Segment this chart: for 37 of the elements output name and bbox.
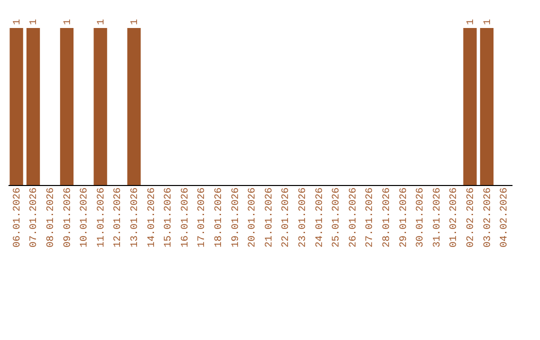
data-label: 1 (62, 18, 74, 25)
x-tick-label: 10.01.2026 (80, 188, 91, 248)
x-tick-label: 20.01.2026 (248, 188, 259, 248)
x-tick-label: 17.01.2026 (197, 188, 208, 248)
x-tick-label: 09.01.2026 (62, 188, 74, 248)
data-label: 1 (466, 18, 477, 25)
x-tick-label: 16.01.2026 (180, 188, 192, 248)
x-tick-label: 06.01.2026 (12, 188, 24, 248)
data-label: 1 (482, 18, 494, 25)
x-tick-label: 29.01.2026 (398, 188, 410, 248)
x-tick-label: 22.01.2026 (281, 188, 292, 248)
x-tick-label: 26.01.2026 (348, 188, 360, 248)
x-tick-label: 11.01.2026 (96, 188, 108, 248)
data-label: 1 (29, 18, 40, 25)
x-tick-label: 15.01.2026 (164, 188, 175, 248)
x-tick-label: 08.01.2026 (46, 188, 57, 248)
x-tick-label: 13.01.2026 (130, 188, 141, 248)
x-tick-label: 04.02.2026 (500, 188, 511, 248)
x-tick-label: 02.02.2026 (466, 188, 477, 248)
x-tick-label: 18.01.2026 (214, 188, 225, 248)
x-tick-label: 14.01.2026 (146, 188, 158, 248)
x-tick-label: 24.01.2026 (314, 188, 326, 248)
x-tick-label: 28.01.2026 (382, 188, 393, 248)
x-tick-label: 31.01.2026 (432, 188, 444, 248)
x-tick-label: 23.01.2026 (298, 188, 309, 248)
x-tick-label: 30.01.2026 (416, 188, 427, 248)
x-tick-label: 07.01.2026 (29, 188, 40, 248)
x-tick-label: 01.02.2026 (449, 188, 460, 248)
x-tick-label: 21.01.2026 (264, 188, 276, 248)
x-tick-label: 27.01.2026 (365, 188, 376, 248)
data-label: 1 (130, 18, 141, 25)
x-tick-label: 12.01.2026 (113, 188, 124, 248)
x-tick-label: 25.01.2026 (332, 188, 343, 248)
x-tick-label: 03.02.2026 (482, 188, 494, 248)
x-tick-label: 19.01.2026 (230, 188, 242, 248)
data-label: 1 (96, 18, 108, 25)
data-label: 1 (12, 18, 24, 25)
